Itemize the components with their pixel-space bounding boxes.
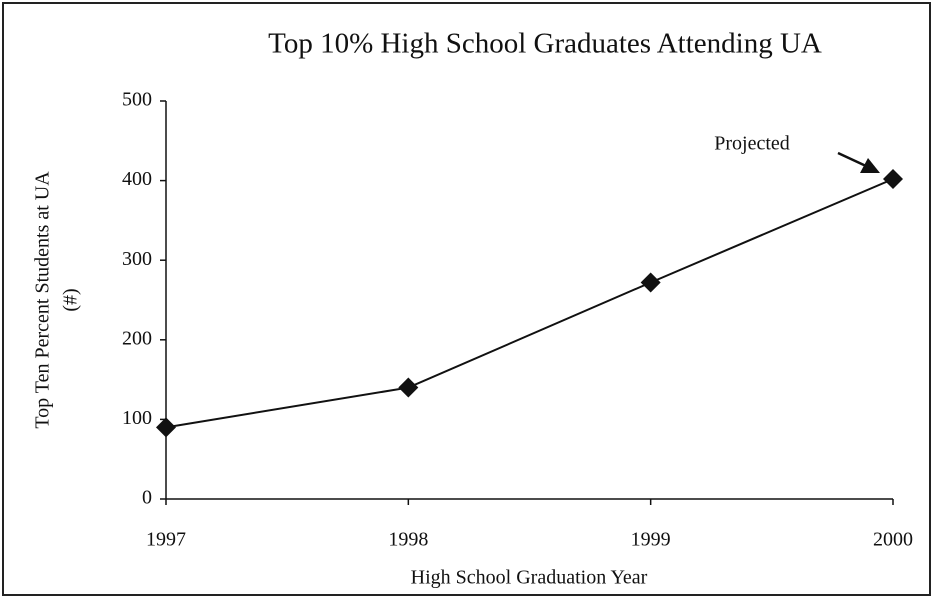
- chart-title: Top 10% High School Graduates Attending …: [268, 28, 822, 60]
- x-tick-label: 1998: [388, 529, 428, 551]
- y-tick-label: 400: [122, 168, 152, 190]
- data-point: [156, 417, 176, 438]
- data-point: [398, 377, 419, 398]
- y-axis-label: (#): [60, 288, 82, 311]
- x-tick-label: 1999: [631, 529, 671, 551]
- annotation-arrowhead: [860, 158, 880, 173]
- data-point: [640, 272, 661, 293]
- data-point: [883, 169, 903, 190]
- x-tick-label: 1997: [146, 529, 186, 551]
- y-tick-label: 100: [122, 407, 152, 429]
- x-tick-label: 2000: [873, 529, 913, 551]
- x-axis-label: High School Graduation Year: [411, 567, 648, 589]
- annotation-arrow: [837, 151, 867, 168]
- annotation: Projected: [714, 133, 790, 155]
- y-tick-label: 300: [122, 248, 152, 270]
- y-tick-label: 0: [142, 487, 152, 509]
- y-axis-label: Top Ten Percent Students at UA: [32, 171, 54, 429]
- y-tick-label: 200: [122, 327, 152, 349]
- y-tick-label: 500: [122, 89, 152, 111]
- series-line: [165, 178, 894, 429]
